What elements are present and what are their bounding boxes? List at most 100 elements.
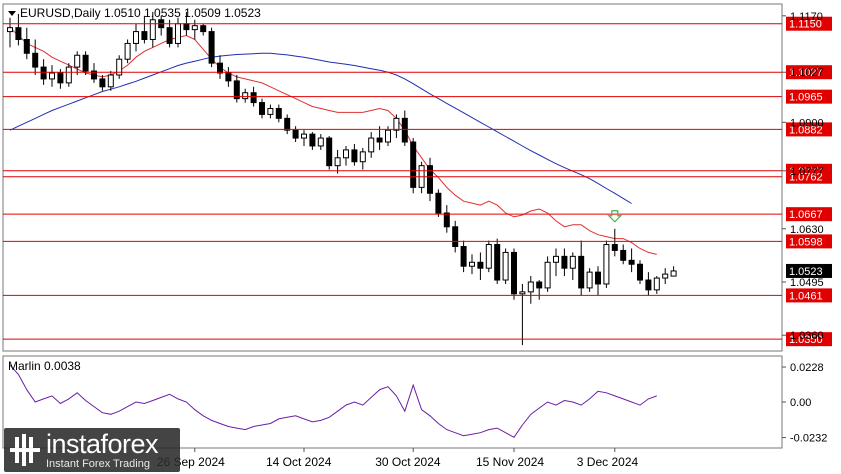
oscillator-pane: 0.0228 0.00 -0.0232 Marlin 0.0038 [2, 355, 827, 449]
candle-body [191, 25, 198, 31]
time-tick-label: 14 Oct 2024 [266, 455, 332, 469]
candle-body [611, 244, 618, 251]
price-tick-label: 1.0900 [790, 117, 824, 129]
oscillator-tick-label: -0.0232 [790, 433, 827, 445]
candle-body [645, 279, 652, 291]
watermark-tagline: Instant Forex Trading [46, 458, 150, 470]
candle-body [427, 165, 433, 194]
oscillator-line [9, 364, 657, 438]
candle-body [343, 149, 349, 159]
level-price-badge [786, 16, 832, 31]
slow-moving-average-line [9, 52, 632, 204]
oscillator-label: Marlin 0.0038 [8, 359, 81, 373]
symbol-label: EURUSD,Daily [20, 6, 101, 20]
candle-body [74, 54, 81, 68]
level-price-label: 1.0598 [789, 236, 823, 248]
price-tick-label: 1.1170 [790, 11, 823, 23]
level-price-badge [786, 234, 832, 249]
candle-body [225, 72, 232, 82]
candle-body [410, 141, 417, 188]
candle-body [149, 19, 156, 40]
slow-ma-polyline [9, 52, 632, 204]
level-price-badge [786, 288, 832, 303]
oscillator-tick-label: 0.00 [790, 397, 811, 409]
candle-body [250, 92, 257, 104]
candle-body [511, 251, 517, 295]
price-pane-frame [2, 3, 783, 352]
candle-body [637, 263, 643, 281]
candle-body [259, 102, 265, 115]
candle-body [116, 58, 123, 76]
candle-body [494, 244, 501, 281]
candle-body [376, 137, 383, 143]
candle-body [561, 255, 568, 269]
candle-body [15, 27, 22, 40]
candle-body [217, 62, 223, 74]
candle-body [477, 261, 484, 269]
candle-body [133, 31, 139, 44]
current-price-badge [786, 263, 832, 278]
candle-body [527, 281, 534, 293]
price-tick-label: 1.0495 [790, 277, 824, 289]
level-price-badge [786, 122, 832, 137]
level-price-label: 1.0350 [789, 334, 823, 346]
candle-body [242, 92, 249, 100]
candle-body [359, 151, 366, 163]
candle-body [65, 66, 72, 84]
level-price-label: 1.0461 [789, 290, 823, 302]
candle-body [393, 117, 400, 131]
candle-body [628, 259, 635, 265]
candle-body [334, 157, 341, 167]
level-price-badge [786, 207, 832, 222]
price-tick-label: 1.0360 [790, 330, 824, 342]
level-price-label: 1.0762 [789, 172, 823, 184]
candle-body [603, 244, 610, 285]
level-price-badge [786, 332, 832, 347]
candle-body [519, 291, 526, 295]
candle-body [553, 255, 559, 263]
time-axis: 26 Sep 2024 14 Oct 2024 30 Oct 2024 15 Nov … [157, 448, 639, 469]
level-price-badge [786, 169, 832, 184]
candle-body [124, 42, 131, 60]
candle-body [326, 137, 333, 167]
candle-body [460, 246, 467, 267]
watermark-brand-name: instaforex [46, 429, 159, 459]
candlestick-series [7, 11, 677, 346]
candle-body [99, 78, 106, 88]
candle-body [175, 23, 181, 44]
candle-body [107, 74, 114, 88]
candle-body [275, 107, 282, 119]
instaforex-logo-icon [10, 434, 40, 466]
caret-down-icon[interactable] [8, 11, 16, 16]
candle-body [32, 52, 39, 68]
candle-body [586, 271, 593, 289]
candle-body [569, 255, 576, 269]
candle-body [435, 192, 442, 214]
level-price-label: 1.1027 [789, 67, 823, 79]
candle-body [485, 244, 492, 269]
signal-arrow [607, 210, 623, 223]
candle-body [385, 129, 391, 143]
level-price-badge [786, 89, 832, 104]
ohlc-readout: 1.0510 1.0535 1.0509 1.0523 [104, 6, 261, 20]
oscillator-tick-label: 0.0228 [790, 362, 824, 374]
chart-header: EURUSD,Daily 1.0510 1.0535 1.0509 1.0523 [8, 6, 261, 20]
level-price-label: 1.0965 [789, 92, 823, 104]
current-price-label: 1.0523 [789, 266, 823, 278]
candle-body [578, 255, 585, 289]
candle-body [57, 72, 64, 84]
candle-body [208, 31, 215, 64]
time-tick-label: 15 Nov 2024 [476, 455, 544, 469]
candle-body [544, 261, 551, 289]
candle-body [452, 226, 459, 248]
down-arrow-icon [607, 210, 623, 223]
candle-body [267, 107, 274, 115]
candle-body [595, 271, 601, 285]
candle-body [49, 72, 55, 80]
oscillator-polyline [9, 364, 657, 438]
candle-body [292, 129, 299, 139]
candle-body [23, 38, 30, 54]
